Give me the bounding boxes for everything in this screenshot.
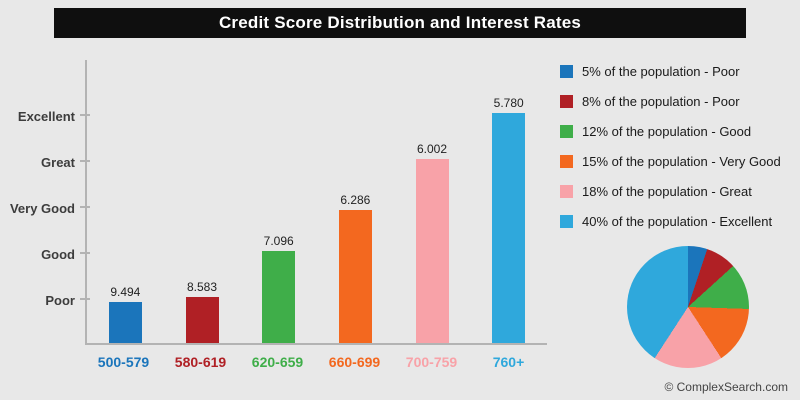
legend-item: 40% of the population - Excellent [560,206,781,236]
y-axis-label: Poor [45,293,75,308]
legend-swatch [560,214,573,228]
y-axis: Poor Good Very Good Great Excellent [0,60,90,345]
title-bar: Credit Score Distribution and Interest R… [54,8,746,38]
bar [415,159,449,343]
bar [338,210,372,343]
x-axis-label: 700-759 [405,354,458,370]
x-axis-label: 660-699 [328,354,381,370]
bar-value-label: 6.286 [340,193,371,207]
x-axis-labels: 500-579 580-619 620-659 660-699 700-759 760+ [85,354,547,370]
legend-label: 40% of the population - Excellent [582,213,773,229]
page-title: Credit Score Distribution and Interest R… [218,13,582,32]
legend: 5% of the population - Poor 8% of the pop… [560,56,781,236]
bar [185,297,219,343]
legend-swatch [560,94,573,108]
legend-swatch [560,124,573,138]
x-axis-label: 760+ [492,354,525,370]
y-axis-label: Great [41,155,75,170]
bar-slot: 7.096 [240,234,317,343]
y-axis-label: Excellent [17,109,75,124]
legend-swatch [560,64,573,78]
bar [492,113,526,343]
legend-label: 15% of the population - Very Good [582,153,781,169]
bar-slot: 6.286 [317,193,394,343]
bar-value-label: 9.494 [110,285,141,299]
x-axis-label: 500-579 [97,354,150,370]
bar-chart-plot-area: 9.494 8.583 7.096 6.286 6.002 5.780 [85,60,547,345]
legend-item: 18% of the population - Great [560,176,781,206]
bars: 9.494 8.583 7.096 6.286 6.002 5.780 [87,60,547,343]
bar-value-label: 5.780 [493,96,524,110]
x-axis-label: 580-619 [174,354,227,370]
legend-swatch [560,154,573,168]
bar-slot: 6.002 [394,142,471,343]
bar-value-label: 7.096 [263,234,294,248]
bar-slot: 9.494 [87,285,164,343]
y-axis-label: Very Good [9,201,75,216]
bar-slot: 8.583 [164,280,241,343]
legend-label: 12% of the population - Good [582,123,752,139]
bar [262,251,296,343]
legend-item: 12% of the population - Good [560,116,781,146]
legend-label: 5% of the population - Poor [582,63,740,79]
bar-value-label: 8.583 [186,280,218,294]
pie-chart [627,246,749,368]
legend-label: 8% of the population - Poor [582,93,740,109]
legend-label: 18% of the population - Great [582,183,752,199]
legend-item: 5% of the population - Poor [560,56,781,86]
legend-swatch [560,184,573,198]
bar [108,302,142,343]
legend-item: 15% of the population - Very Good [560,146,781,176]
bar-slot: 5.780 [470,96,547,343]
y-axis-label: Good [41,247,75,262]
legend-item: 8% of the population - Poor [560,86,781,116]
copyright: © ComplexSearch.com [664,380,788,394]
bar-value-label: 6.002 [417,142,448,156]
x-axis-label: 620-659 [251,354,304,370]
